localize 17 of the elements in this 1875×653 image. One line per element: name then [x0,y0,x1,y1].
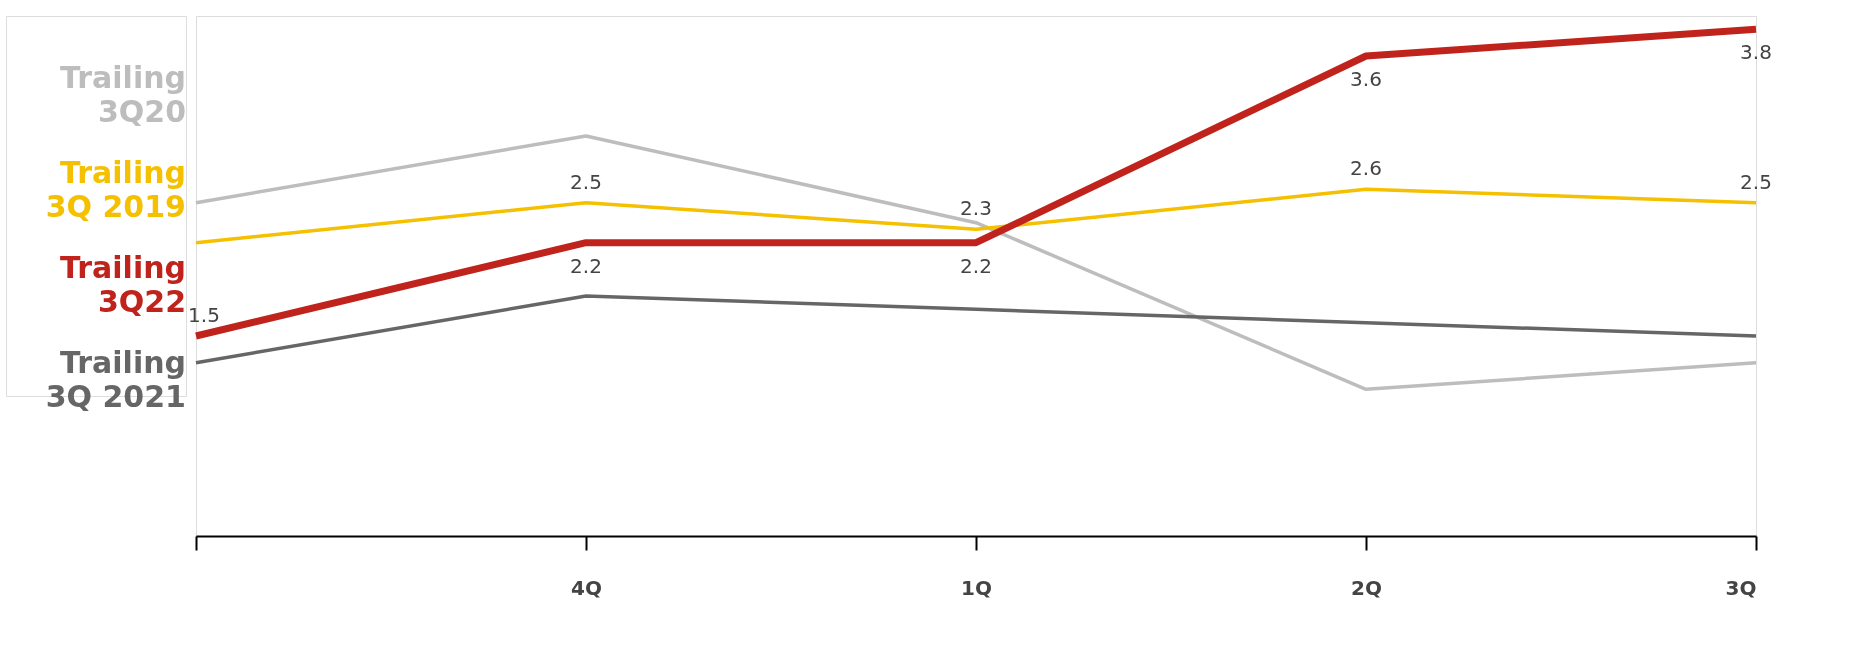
x-tick-label: 1Q [961,575,992,600]
x-tick-label: 4Q [571,575,602,600]
x-tick-label: 2Q [1351,575,1382,600]
data-label: 3.6 [1350,67,1382,91]
data-label: 2.2 [960,253,992,278]
data-label: 3.8 [1740,40,1772,65]
data-label: 2.5 [570,169,602,194]
x-tick-label: 3Q [1725,575,1757,600]
text: Trailing 3Q20 [60,59,186,129]
data-label: 2.2 [570,253,602,278]
data-label: 2.5 [1740,169,1772,194]
series-label: Trailing 3Q 2019 [45,154,186,224]
series-label: Trailing 3Q 2021 [45,344,186,414]
data-label: 2.3 [960,196,992,221]
series-label: Trailing 3Q22 [60,249,186,319]
data-label: 2.6 [1350,156,1382,181]
data-label: 1.5 [188,303,220,327]
